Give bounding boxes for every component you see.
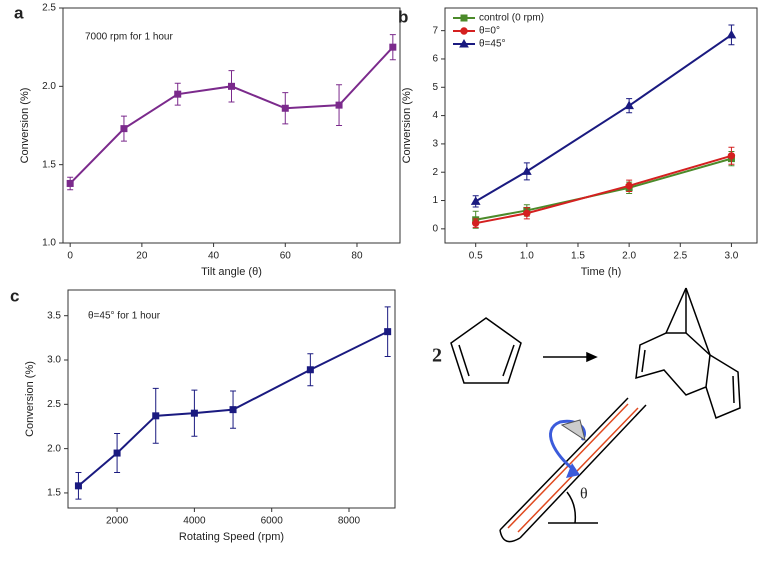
point (74, 482, 82, 490)
y-tick-label: 0 (432, 223, 438, 234)
y-tick-label: 2 (432, 167, 438, 178)
x-axis-label: Time (h) (581, 266, 622, 278)
y-tick-label: 2.5 (47, 399, 61, 410)
point (471, 219, 480, 227)
y-axis-label: Conversion (%) (401, 88, 413, 164)
x-tick-label: 20 (136, 251, 148, 262)
legend-marker (459, 38, 469, 48)
point (727, 152, 736, 160)
legend-label: θ=45° (479, 39, 506, 50)
panel-label: c (10, 286, 19, 305)
y-tick-label: 6 (432, 54, 438, 65)
annotation: θ=45° for 1 hour (88, 311, 161, 322)
point (335, 101, 343, 109)
x-tick-label: 3.0 (724, 251, 738, 262)
point (120, 125, 128, 133)
y-tick-label: 3 (432, 139, 438, 150)
legend-marker (460, 14, 468, 22)
y-axis-label: Conversion (%) (24, 361, 36, 437)
point (521, 166, 532, 175)
x-tick-label: 2.0 (622, 251, 636, 262)
x-tick-label: 1.5 (571, 251, 585, 262)
y-tick-label: 3.0 (47, 355, 61, 366)
arrowhead (586, 351, 598, 363)
x-tick-label: 6000 (261, 516, 284, 527)
x-tick-label: 0 (67, 251, 73, 262)
point (726, 29, 737, 39)
series-line (475, 154, 732, 225)
coefficient: 2 (432, 345, 442, 367)
y-tick-label: 3.5 (47, 310, 61, 321)
series-line (69, 46, 394, 185)
point (281, 104, 289, 112)
dicyclopentadiene (635, 287, 741, 420)
y-tick-label: 1.5 (47, 488, 61, 499)
y-tick-label: 4 (432, 110, 438, 121)
legend-label: control (0 rpm) (479, 13, 544, 24)
legend-marker (460, 27, 468, 35)
y-tick-label: 1.0 (42, 238, 56, 249)
legend-label: θ=0° (479, 26, 500, 37)
y-axis-label: Conversion (%) (19, 88, 31, 164)
angle-label: θ (580, 486, 588, 503)
point (228, 82, 235, 90)
x-axis-label: Rotating Speed (rpm) (179, 531, 284, 543)
plot-frame (444, 7, 758, 244)
point (174, 90, 182, 98)
y-tick-label: 7 (432, 25, 438, 36)
x-tick-label: 4000 (183, 516, 206, 527)
point (190, 409, 198, 417)
y-tick-label: 1.5 (42, 159, 56, 170)
series-line (475, 34, 732, 203)
point (470, 196, 481, 205)
panel-label: b (398, 7, 408, 26)
x-tick-label: 2.5 (673, 251, 687, 262)
plot-frame (62, 7, 401, 244)
reaction-diagram: 2 θ (432, 287, 741, 543)
y-tick-label: 2.0 (47, 443, 61, 454)
y-tick-label: 2.5 (42, 3, 56, 14)
point (229, 406, 237, 414)
point (113, 449, 121, 457)
point (384, 328, 392, 336)
panel-label: a (14, 3, 24, 22)
point (66, 179, 74, 187)
point (624, 100, 634, 110)
point (306, 366, 314, 374)
annotation: 7000 rpm for 1 hour (85, 32, 173, 43)
double-bond (458, 344, 470, 377)
tube-diagram: θ (499, 397, 647, 543)
y-tick-label: 1 (432, 195, 438, 206)
x-tick-label: 60 (280, 251, 292, 262)
point (625, 182, 633, 190)
y-tick-label: 5 (432, 82, 438, 93)
x-tick-label: 1.0 (520, 251, 534, 262)
x-tick-label: 40 (208, 251, 220, 262)
cyclopentadiene (450, 317, 522, 384)
plot-frame (67, 289, 396, 509)
point (523, 209, 531, 217)
x-tick-label: 2000 (106, 516, 129, 527)
point (389, 43, 397, 51)
x-axis-label: Tilt angle (θ) (201, 266, 262, 278)
x-tick-label: 8000 (338, 516, 361, 527)
y-tick-label: 2.0 (42, 81, 56, 92)
double-bond (502, 344, 515, 377)
point (152, 412, 160, 420)
x-tick-label: 80 (351, 251, 363, 262)
x-tick-label: 0.5 (469, 251, 483, 262)
